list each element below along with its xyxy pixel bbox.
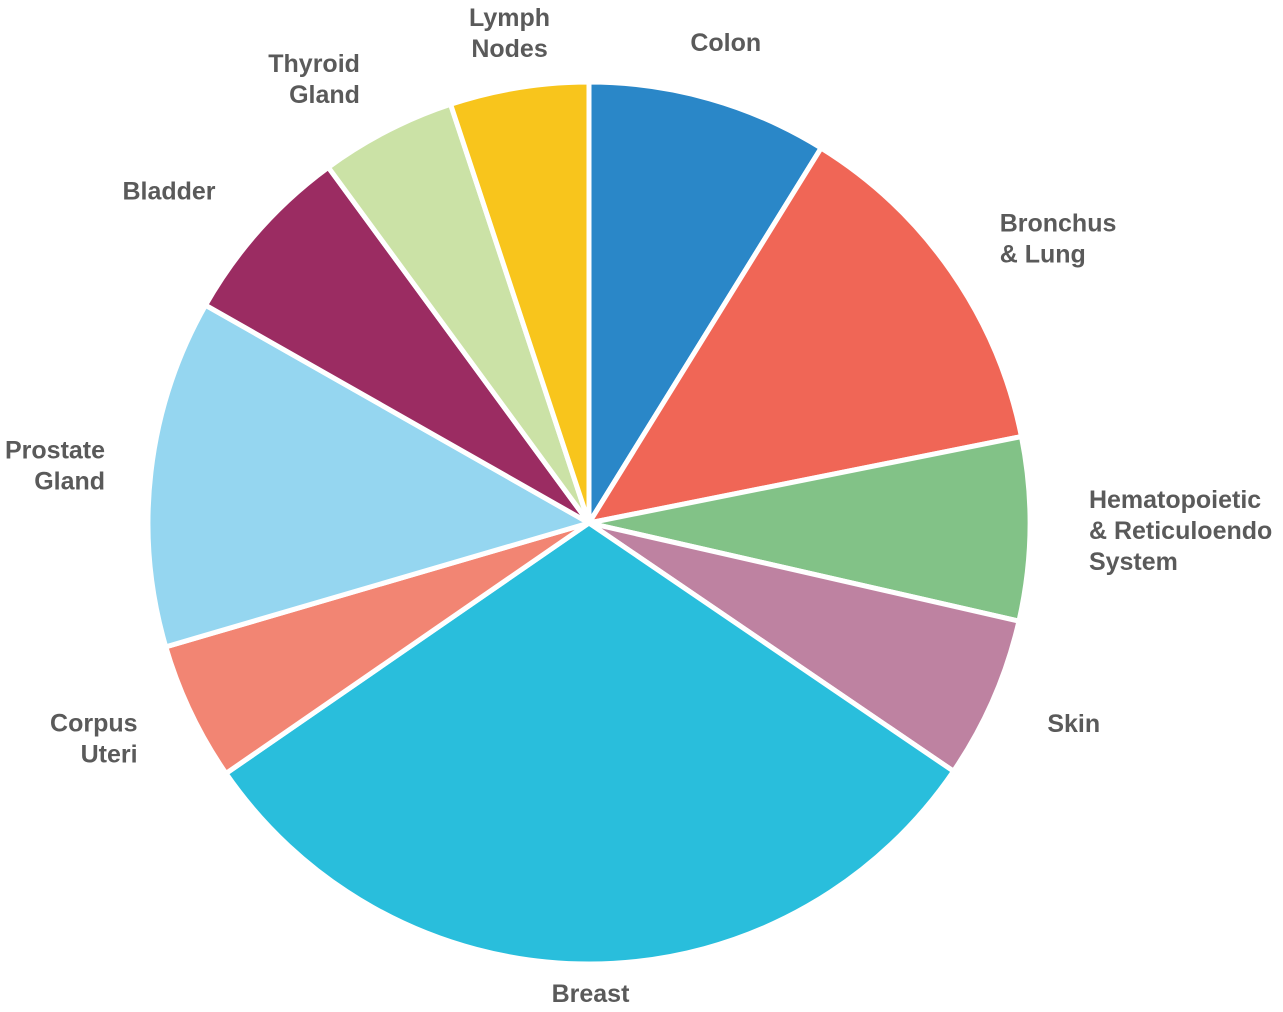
pie-label-corpus-uteri: Corpus Uteri xyxy=(50,709,138,768)
pie-label-bladder: Bladder xyxy=(122,178,215,206)
pie-slice-colon xyxy=(586,79,824,526)
pie-slice-bladder xyxy=(203,164,592,526)
pie-slice-bronchus-and-lung xyxy=(586,145,1024,526)
pie-slice-hematopoietic-and-reticuloendo-system xyxy=(586,434,1033,624)
pie-label-hematopoietic-and-reticuloendo-system: Hematopoietic & Reticuloendo System xyxy=(1089,486,1272,576)
pie-slices xyxy=(145,79,1033,967)
pie-slice-prostate-gland xyxy=(145,302,592,650)
pie-label-thyroid-gland: Thyroid Gland xyxy=(268,50,360,109)
pie-label-bronchus-and-lung: Bronchus & Lung xyxy=(1000,209,1117,268)
pie-label-skin: Skin xyxy=(1047,710,1100,738)
pie-label-breast: Breast xyxy=(552,980,630,1008)
pie-labels: Colon Bronchus & Lung Hematopoietic & Reticu… xyxy=(5,4,1272,1008)
pie-label-colon: Colon xyxy=(690,29,761,57)
pie-label-lymph-nodes: Lymph Nodes xyxy=(469,4,550,63)
pie-label-prostate-gland: Prostate Gland xyxy=(5,437,105,496)
pie-slice-skin xyxy=(586,520,1022,774)
pie-slice-corpus-uteri xyxy=(163,520,592,776)
pie-slice-breast xyxy=(223,520,956,967)
pie-slice-lymph-nodes xyxy=(448,79,592,526)
